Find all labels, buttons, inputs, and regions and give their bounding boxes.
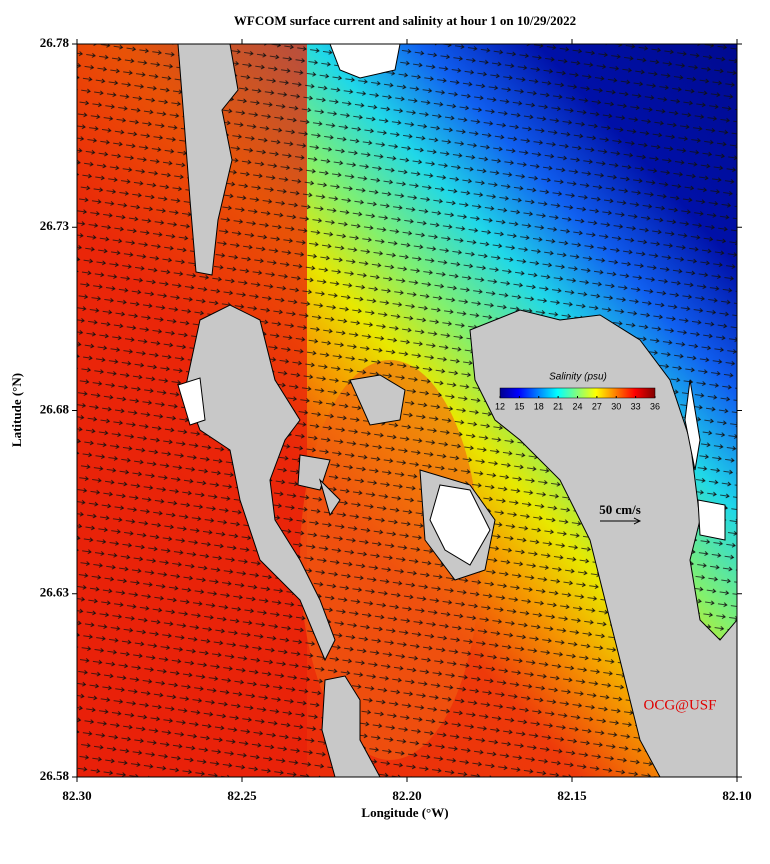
x-tick-label: 82.20 [392,788,421,803]
colorbar-tick-label: 12 [495,401,505,411]
colorbar-tick-label: 33 [631,401,641,411]
dry-area [177,44,726,566]
scale-label: 50 cm/s [599,502,641,517]
land [177,44,737,777]
colorbar-tick-label: 36 [650,401,660,411]
colorbar-tick-label: 15 [514,401,524,411]
colorbar-tick-label: 24 [572,401,582,411]
x-tick-label: 82.15 [557,788,587,803]
y-axis-label: Latitude (°N) [9,373,24,447]
x-tick-label: 82.30 [62,788,91,803]
x-tick-label: 82.25 [227,788,257,803]
colorbar-tick-label: 21 [553,401,563,411]
y-tick-label: 26.68 [40,401,70,416]
colorbar-tick-label: 30 [611,401,621,411]
colorbar-tick-label: 18 [534,401,544,411]
credit: OCG@USF [643,697,716,713]
scale-arrow [600,517,642,525]
colorbar-tick-label: 27 [592,401,602,411]
x-tick-label: 82.10 [722,788,751,803]
y-tick-label: 26.78 [40,35,70,50]
x-axis-label: Longitude (°W) [361,805,448,820]
y-tick-label: 26.63 [40,585,70,600]
y-tick-label: 26.58 [40,768,70,783]
title: WFCOM surface current and salinity at ho… [234,13,576,28]
colorbar-label: Salinity (psu) [549,372,607,383]
y-tick-label: 26.73 [40,218,70,233]
